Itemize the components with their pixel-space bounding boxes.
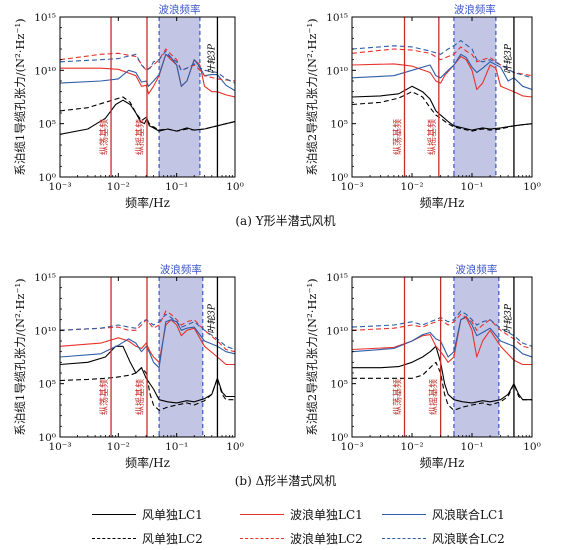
x-tick-label: 10⁻¹ xyxy=(460,441,483,453)
ref-line-label: 纵摇基频 xyxy=(134,119,146,155)
x-axis-label: 频率/Hz xyxy=(420,455,465,470)
legend-item: 风浪联合LC2 xyxy=(382,528,505,548)
x-tick-label: 10⁻¹ xyxy=(165,441,188,453)
legend-swatch xyxy=(240,538,284,539)
ref-line-label: 纵荡基频 xyxy=(98,379,110,415)
wave-band-label: 波浪频率 xyxy=(455,263,497,276)
legend-label: 波浪单独LC1 xyxy=(290,506,363,523)
y-tick-label: 10⁵ xyxy=(330,379,348,391)
caption-b: (b) Δ形半潜式风机 xyxy=(0,472,571,489)
wave-band xyxy=(159,277,203,437)
plot-frame xyxy=(352,277,532,437)
legend-label: 风浪联合LC2 xyxy=(432,530,505,547)
y-tick-label: 10¹⁰ xyxy=(326,325,348,337)
y-tick-label: 10⁰ xyxy=(38,432,56,444)
x-tick-label: 10⁻² xyxy=(400,441,423,453)
ref-line-label: 纵荡基频 xyxy=(392,119,404,155)
legend-label: 风浪联合LC1 xyxy=(432,506,505,523)
x-tick-label: 10⁻² xyxy=(400,181,423,193)
y-axis-label: 系泊缆2导缆孔张力/(N²·Hz⁻¹) xyxy=(305,278,319,435)
legend-item: 风浪联合LC1 xyxy=(382,504,505,524)
y-tick-label: 10¹⁵ xyxy=(34,12,56,24)
legend-label: 风单独LC1 xyxy=(142,506,203,523)
ref-line-label: 叶轮3P xyxy=(206,303,217,334)
series-line xyxy=(352,92,532,131)
y-axis-label: 系泊缆2导缆孔张力/(N²·Hz⁻¹) xyxy=(305,18,319,175)
y-tick-label: 10¹⁵ xyxy=(326,12,348,24)
x-tick-label: 10⁻¹ xyxy=(460,181,483,193)
x-tick-label: 10⁰ xyxy=(523,181,541,193)
plot-frame xyxy=(352,17,532,177)
x-axis-label: 频率/Hz xyxy=(125,195,170,210)
y-tick-label: 10⁰ xyxy=(38,172,56,184)
y-tick-label: 10¹⁰ xyxy=(326,65,348,77)
y-axis-label: 系泊缆1导缆孔张力/(N²·Hz⁻¹) xyxy=(13,18,27,175)
ref-line-label: 纵摇基频 xyxy=(428,379,440,415)
x-tick-label: 10⁻² xyxy=(107,181,130,193)
wave-band-label: 波浪频率 xyxy=(160,263,202,276)
y-tick-label: 10⁰ xyxy=(330,432,348,444)
legend-swatch xyxy=(92,514,136,515)
caption-a: (a) Y形半潜式风机 xyxy=(0,212,571,229)
y-tick-label: 10¹⁵ xyxy=(326,272,348,284)
x-tick-label: 10⁰ xyxy=(226,441,244,453)
ref-line-label: 叶轮3P xyxy=(503,303,514,334)
ref-line-label: 叶轮3P xyxy=(206,43,217,74)
y-tick-label: 10⁵ xyxy=(38,119,56,131)
legend-label: 波浪单独LC2 xyxy=(290,530,363,547)
y-tick-label: 10⁵ xyxy=(330,119,348,131)
legend-swatch xyxy=(240,514,284,515)
legend-item: 风单独LC2 xyxy=(92,528,203,548)
series-line xyxy=(352,86,532,130)
ref-line-label: 纵摇基频 xyxy=(426,119,438,155)
x-axis-label: 频率/Hz xyxy=(125,455,170,470)
x-axis-label: 频率/Hz xyxy=(420,195,465,210)
series-line xyxy=(352,346,532,403)
ref-line-label: 纵摇基频 xyxy=(134,379,146,415)
legend-swatch xyxy=(382,538,426,539)
wave-band-label: 波浪频率 xyxy=(454,3,496,16)
ref-line-label: 纵荡基频 xyxy=(392,379,404,415)
y-tick-label: 10¹⁰ xyxy=(34,325,56,337)
ref-line-label: 叶轮3P xyxy=(503,43,514,74)
y-tick-label: 10⁵ xyxy=(38,379,56,391)
y-axis-label: 系泊缆1导缆孔张力/(N²·Hz⁻¹) xyxy=(13,278,27,435)
legend-swatch xyxy=(382,514,426,515)
ref-line-label: 纵荡基频 xyxy=(98,119,110,155)
legend: 风单独LC1 波浪单独LC1 风浪联合LC1 风单独LC2 波浪单独LC2 风浪联合LC2 xyxy=(0,496,571,550)
wave-band-label: 波浪频率 xyxy=(158,3,200,16)
y-tick-label: 10¹⁵ xyxy=(34,272,56,284)
y-tick-label: 10¹⁰ xyxy=(34,65,56,77)
wave-band xyxy=(159,17,200,177)
y-tick-label: 10⁰ xyxy=(330,172,348,184)
x-tick-label: 10⁰ xyxy=(226,181,244,193)
x-tick-label: 10⁻¹ xyxy=(165,181,188,193)
x-tick-label: 10⁻² xyxy=(107,441,130,453)
x-tick-label: 10⁰ xyxy=(523,441,541,453)
legend-item: 风单独LC1 xyxy=(92,504,203,524)
legend-item: 波浪单独LC2 xyxy=(240,528,363,548)
legend-item: 波浪单独LC1 xyxy=(240,504,363,524)
legend-label: 风单独LC2 xyxy=(142,530,203,547)
legend-swatch xyxy=(92,538,136,539)
